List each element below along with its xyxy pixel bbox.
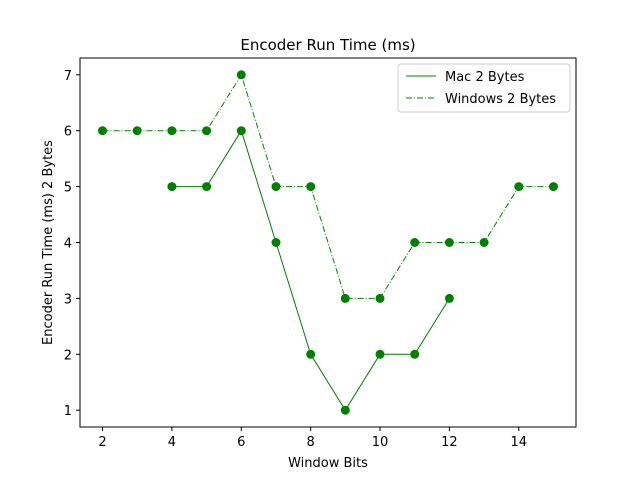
data-point-windows bbox=[410, 238, 420, 247]
x-tick-label: 4 bbox=[168, 435, 176, 450]
x-tick-label: 2 bbox=[98, 435, 106, 450]
data-point-windows bbox=[271, 182, 281, 192]
data-point-mac bbox=[444, 293, 454, 303]
plot-area bbox=[80, 58, 576, 427]
x-axis-ticks: 2 4 6 8 10 12 14 bbox=[98, 427, 527, 450]
data-point-mac bbox=[236, 126, 246, 136]
x-axis-label: Window Bits bbox=[288, 456, 368, 471]
series-layer bbox=[98, 70, 558, 415]
legend-box bbox=[397, 63, 571, 113]
data-point-windows bbox=[549, 182, 558, 192]
y-tick-label: 7 bbox=[64, 69, 72, 84]
data-point-mac bbox=[340, 405, 350, 415]
y-tick-label: 1 bbox=[64, 404, 72, 419]
data-point-mac bbox=[202, 182, 212, 192]
x-tick-label: 6 bbox=[237, 435, 245, 450]
data-point-windows bbox=[167, 126, 177, 136]
data-point-windows bbox=[132, 126, 142, 136]
y-axis-ticks: 1 2 3 4 5 6 7 bbox=[64, 69, 80, 419]
series-line-windows bbox=[102, 74, 554, 299]
y-axis-label: Encoder Run Time (ms) 2 Bytes bbox=[41, 140, 56, 345]
x-tick-label: 14 bbox=[510, 435, 527, 450]
data-point-windows bbox=[202, 126, 212, 136]
data-point-windows bbox=[444, 238, 454, 247]
data-point-windows bbox=[306, 182, 316, 192]
data-point-mac bbox=[375, 349, 385, 359]
chart-title: Encoder Run Time (ms) bbox=[240, 36, 415, 54]
x-tick-label: 8 bbox=[307, 435, 315, 450]
x-tick-label: 12 bbox=[441, 435, 458, 450]
data-point-mac bbox=[167, 182, 177, 192]
legend-label-windows: Windows 2 Bytes bbox=[445, 92, 556, 107]
data-point-windows bbox=[479, 238, 489, 247]
data-point-mac bbox=[306, 349, 316, 359]
y-tick-label: 4 bbox=[64, 237, 72, 252]
legend: Mac 2 Bytes Windows 2 Bytes bbox=[397, 63, 571, 113]
legend-label-mac: Mac 2 Bytes bbox=[445, 70, 525, 85]
data-point-mac bbox=[271, 238, 281, 247]
y-tick-label: 6 bbox=[64, 125, 72, 140]
y-tick-label: 5 bbox=[64, 181, 72, 196]
data-point-mac bbox=[410, 349, 420, 359]
y-tick-label: 2 bbox=[64, 348, 72, 363]
y-tick-label: 3 bbox=[64, 292, 72, 307]
data-point-windows bbox=[375, 293, 385, 303]
data-point-windows bbox=[98, 126, 107, 136]
data-point-windows bbox=[514, 182, 524, 192]
x-tick-label: 10 bbox=[372, 435, 389, 450]
data-point-windows bbox=[236, 70, 246, 80]
data-point-windows bbox=[340, 293, 350, 303]
